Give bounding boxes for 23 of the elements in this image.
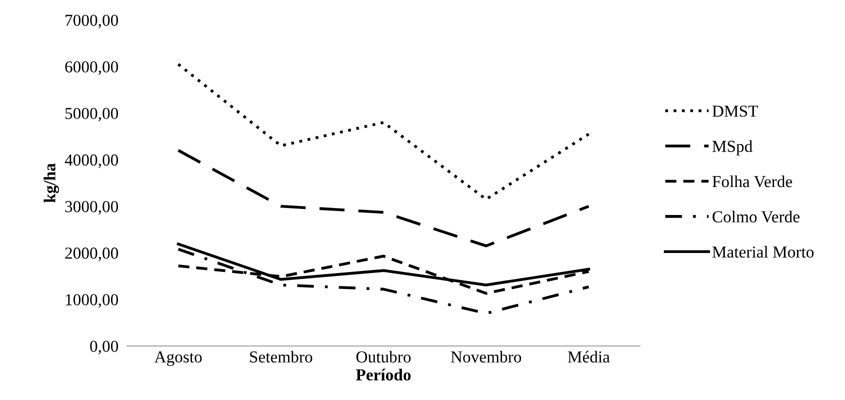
x-tick-label: Setembro (250, 350, 312, 363)
line-series (176, 149, 590, 248)
line-series (176, 62, 590, 201)
y-tick-label: 3000,00 (65, 200, 118, 215)
x-axis-title: Período (356, 368, 411, 380)
y-tick-label: 4000,00 (64, 154, 118, 168)
legend-label: DMST (712, 106, 758, 117)
legend-label: Material Morto (712, 246, 814, 258)
y-tick-label: 6000,00 (65, 61, 118, 75)
legend-label: Colmo Verde (712, 210, 800, 223)
x-tick-label: Agosto (154, 351, 202, 366)
y-tick-label: 0,00 (90, 340, 118, 354)
y-axis-title: kg/ha (44, 163, 59, 203)
y-tick-label: 1000,00 (66, 294, 118, 308)
x-tick-label: Média (568, 350, 610, 363)
line-series (176, 248, 590, 315)
legend-label: Folha Verde (712, 175, 792, 188)
x-tick-label: Outubro (356, 350, 411, 363)
legend-label: MSpd (712, 140, 752, 156)
x-tick-label: Novembro (450, 350, 522, 363)
y-tick-label: 5000,00 (65, 108, 118, 122)
y-tick-label: 7000,00 (66, 14, 118, 28)
y-tick-label: 2000,00 (65, 248, 118, 262)
